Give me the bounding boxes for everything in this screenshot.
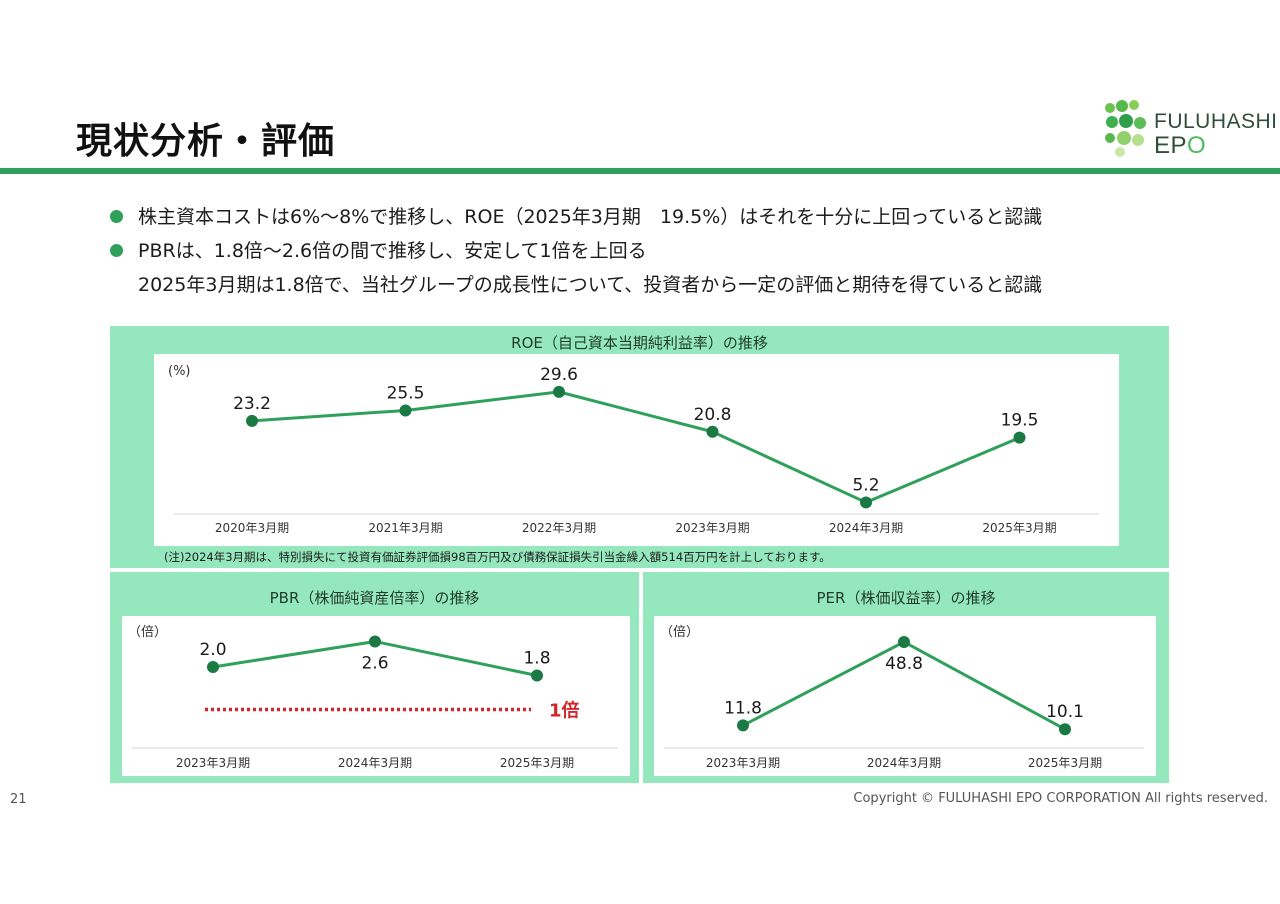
x-tick-label: 2024年3月期 — [338, 756, 412, 770]
x-tick-label: 2025年3月期 — [982, 521, 1056, 535]
data-point — [737, 719, 749, 732]
bullet-continuation-text: 2025年3月期は1.8倍で、当社グループの成長性について、投資者から一定の評価… — [138, 274, 1043, 296]
logo-text-line2: EPO — [1154, 132, 1206, 160]
page-number: 21 — [10, 792, 27, 807]
data-label: 19.5 — [1001, 411, 1039, 431]
bullet-list: 株主資本コストは6%～8%で推移し、ROE（2025年3月期 19.5%）はそれ… — [108, 200, 1228, 302]
pbr-line-chart: （倍） 2023年3月期 2024年3月期 2025年3月期 1倍 2.0 2.6 1.8 — [128, 625, 618, 770]
roe-chart-card: (%) 2020年3月期 2021年3月期 2022年3月期 2023年3月期 2024年… — [154, 354, 1119, 546]
y-axis-unit-label: （倍） — [128, 625, 167, 640]
per-line-chart: （倍） 2023年3月期 2024年3月期 2025年3月期 11.8 48.8 10.1 — [660, 625, 1144, 770]
logo-text-o: O — [1187, 132, 1207, 159]
x-tick-label: 2024年3月期 — [829, 521, 903, 535]
x-tick-label: 2023年3月期 — [706, 756, 780, 770]
y-axis-unit-label: （倍） — [660, 625, 699, 640]
data-point — [1013, 431, 1026, 444]
roe-chart-title: ROE（自己資本当期純利益率）の推移 — [511, 334, 768, 352]
x-tick-label: 2022年3月期 — [522, 521, 596, 535]
x-tick-label: 2025年3月期 — [500, 756, 574, 770]
series-line — [251, 390, 1021, 504]
data-point — [399, 404, 412, 417]
data-label: 11.8 — [724, 698, 762, 718]
copyright-text: Copyright © FULUHASHI EPO CORPORATION Al… — [853, 791, 1268, 806]
pbr-chart-title: PBR（株価純資産倍率）の推移 — [269, 589, 480, 607]
data-label: 2.6 — [361, 654, 388, 674]
bullet-dot-icon — [110, 244, 123, 257]
title-divider — [0, 168, 1280, 174]
data-label: 10.1 — [1046, 702, 1084, 722]
data-point — [531, 669, 543, 682]
data-point — [369, 635, 381, 648]
data-point — [706, 425, 719, 438]
data-label: 20.8 — [694, 405, 732, 425]
data-point — [553, 385, 565, 398]
per-chart-card: （倍） 2023年3月期 2024年3月期 2025年3月期 11.8 48.8 10.1 — [654, 616, 1156, 776]
threshold-label: 1倍 — [549, 700, 580, 722]
pbr-chart-card: （倍） 2023年3月期 2024年3月期 2025年3月期 1倍 2.0 2.6 1.8 — [122, 616, 630, 776]
y-axis-unit-label: (%) — [168, 364, 191, 379]
company-logo: FULUHASHI EPO — [1098, 96, 1277, 162]
x-tick-label: 2023年3月期 — [675, 521, 749, 535]
bullet-item: 株主資本コストは6%～8%で推移し、ROE（2025年3月期 19.5%）はそれ… — [108, 200, 1228, 234]
data-label: 48.8 — [885, 654, 923, 674]
bullet-text: PBRは、1.8倍～2.6倍の間で推移し、安定して1倍を上回る — [138, 240, 647, 262]
x-tick-label: 2021年3月期 — [368, 521, 442, 535]
data-label: 5.2 — [852, 475, 879, 495]
page-title: 現状分析・評価 — [76, 121, 336, 162]
bullet-text: 株主資本コストは6%～8%で推移し、ROE（2025年3月期 19.5%）はそれ… — [138, 206, 1043, 228]
per-chart-title: PER（株価収益率）の推移 — [816, 589, 996, 607]
data-label: 29.6 — [540, 365, 578, 385]
logo-text-line1: FULUHASHI — [1154, 110, 1278, 133]
data-label: 23.2 — [233, 394, 271, 414]
data-point — [898, 635, 910, 648]
bullet-dot-icon — [110, 210, 123, 223]
x-tick-label: 2024年3月期 — [867, 756, 941, 770]
roe-footnote: (注)2024年3月期は、特別損失にて投資有価証券評価損98百万円及び債務保証損… — [164, 550, 831, 564]
x-tick-label: 2020年3月期 — [215, 521, 289, 535]
x-tick-label: 2023年3月期 — [176, 756, 250, 770]
data-label: 2.0 — [199, 640, 226, 660]
data-label: 1.8 — [523, 649, 550, 669]
roe-line-chart: (%) 2020年3月期 2021年3月期 2022年3月期 2023年3月期 2024年… — [168, 364, 1099, 535]
data-point — [1059, 723, 1071, 736]
logo-mark-icon — [1105, 100, 1146, 157]
data-point — [207, 661, 219, 673]
logo-text-ep: EP — [1154, 132, 1188, 159]
data-label: 25.5 — [387, 383, 425, 403]
bullet-item: PBRは、1.8倍～2.6倍の間で推移し、安定して1倍を上回る 2025年3月期… — [108, 234, 1228, 302]
data-point — [246, 414, 258, 427]
data-point — [860, 496, 872, 509]
x-tick-label: 2025年3月期 — [1028, 756, 1102, 770]
